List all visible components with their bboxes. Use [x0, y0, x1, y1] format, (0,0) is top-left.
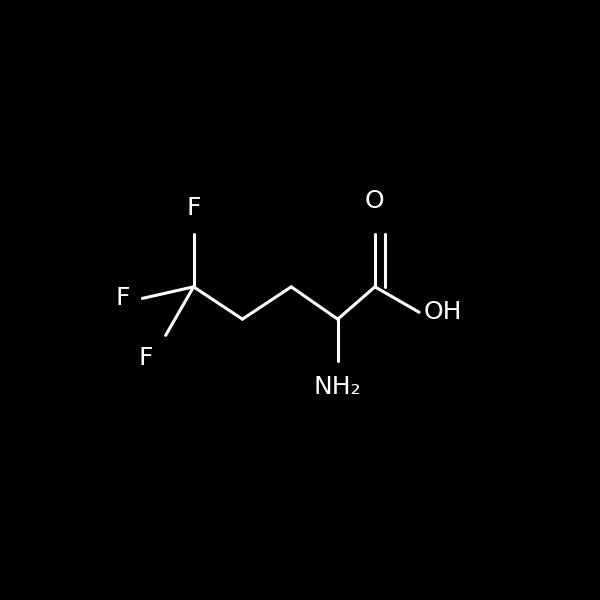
- Text: F: F: [139, 346, 153, 370]
- Text: NH₂: NH₂: [314, 374, 362, 398]
- Text: O: O: [365, 189, 385, 213]
- Text: F: F: [187, 196, 201, 220]
- Text: OH: OH: [424, 300, 462, 324]
- Text: F: F: [115, 286, 130, 310]
